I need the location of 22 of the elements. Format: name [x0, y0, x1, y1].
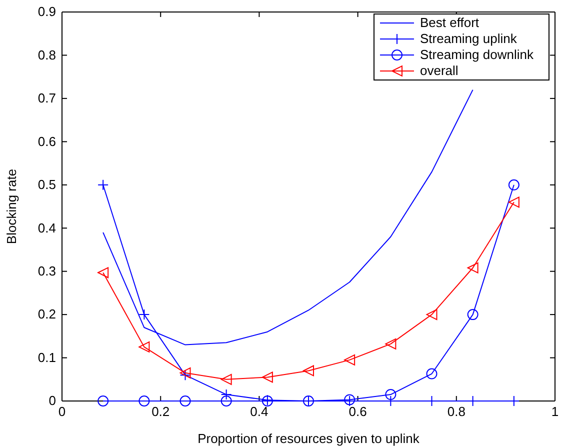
legend-label: overall	[420, 63, 458, 78]
legend-label: Streaming downlink	[420, 47, 534, 62]
x-tick-label: 0.2	[152, 404, 170, 420]
y-axis-title: Blocking rate	[4, 168, 19, 244]
x-tick-label: 0.6	[348, 404, 367, 420]
y-tick-label: 0.1	[38, 350, 56, 365]
legend-label: Best effort	[420, 15, 480, 30]
x-tick-label: 0.4	[250, 404, 268, 420]
legend-label: Streaming uplink	[420, 31, 518, 46]
x-tick-label: 0	[58, 404, 66, 420]
y-tick-label: 0.6	[38, 134, 56, 149]
y-tick-label: 0.8	[38, 47, 56, 62]
y-tick-label: 0.9	[38, 4, 56, 20]
y-tick-label: 0.4	[38, 220, 56, 236]
y-tick-label: 0.2	[38, 306, 56, 322]
x-tick-label: 0.8	[447, 404, 466, 420]
x-axis-title: Proportion of resources given to uplink	[198, 431, 420, 446]
y-tick-label: 0.3	[38, 263, 56, 278]
y-tick-label: 0.5	[38, 177, 56, 192]
y-tick-label: 0	[48, 393, 56, 408]
y-tick-label: 0.7	[38, 90, 56, 106]
x-tick-label: 1	[551, 404, 559, 420]
